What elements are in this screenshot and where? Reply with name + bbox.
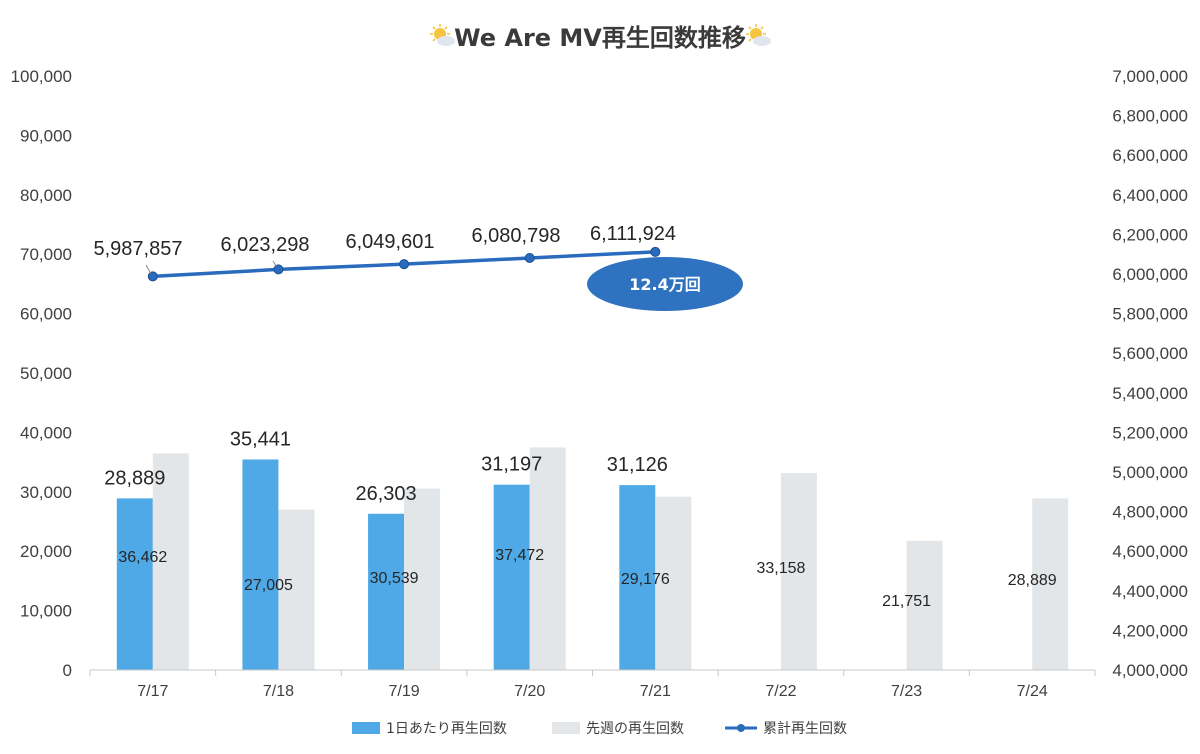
bar-prev-week bbox=[152, 453, 189, 670]
data-label-daily: 31,197 bbox=[481, 454, 542, 476]
data-label-prev-week: 29,176 bbox=[621, 571, 670, 588]
y-left-tick-label: 60,000 bbox=[20, 305, 72, 324]
data-label-prev-week: 33,158 bbox=[756, 560, 805, 577]
data-label-cumulative: 6,023,298 bbox=[221, 234, 310, 256]
data-label-cumulative: 6,111,924 bbox=[590, 223, 676, 245]
data-label-daily: 35,441 bbox=[230, 428, 291, 450]
data-label-daily: 31,126 bbox=[607, 454, 668, 476]
y-left-tick-label: 100,000 bbox=[11, 67, 72, 86]
y-left-tick-label: 50,000 bbox=[20, 364, 72, 383]
bar-daily bbox=[116, 498, 153, 670]
data-label-daily: 26,303 bbox=[355, 483, 416, 505]
legend-label-cumulative: 累計再生回数 bbox=[763, 721, 847, 737]
y-left-tick-label: 90,000 bbox=[20, 126, 72, 145]
annotation-badge-text: 12.4万回 bbox=[629, 275, 700, 294]
y-right-tick-label: 6,000,000 bbox=[1112, 265, 1188, 284]
data-label-cumulative: 5,987,857 bbox=[94, 238, 183, 260]
bar-prev-week bbox=[780, 473, 817, 670]
data-label-prev-week: 37,472 bbox=[495, 547, 544, 564]
x-tick-label: 7/24 bbox=[1017, 683, 1048, 700]
x-tick-label: 7/19 bbox=[388, 683, 419, 700]
bars bbox=[116, 447, 1069, 670]
bar-prev-week bbox=[529, 447, 566, 670]
y-left-tick-label: 30,000 bbox=[20, 483, 72, 502]
x-tick-label: 7/23 bbox=[891, 683, 922, 700]
y-left-tick-label: 0 bbox=[63, 661, 72, 680]
y-left-tick-label: 40,000 bbox=[20, 423, 72, 442]
y-right-tick-label: 5,800,000 bbox=[1112, 305, 1188, 324]
legend-marker-cumulative bbox=[737, 724, 745, 732]
y-left-tick-label: 70,000 bbox=[20, 245, 72, 264]
data-label-daily: 28,889 bbox=[104, 467, 165, 489]
data-label-cumulative: 6,049,601 bbox=[346, 231, 435, 253]
y-axis-right: 4,000,000 4,200,000 4,400,000 4,600,000 4,80… bbox=[1112, 67, 1188, 680]
sun-cloud-icon bbox=[746, 24, 771, 46]
y-right-tick-label: 4,800,000 bbox=[1112, 503, 1188, 522]
bar-daily bbox=[242, 459, 279, 670]
cumulative-point bbox=[273, 264, 284, 275]
chart-title-group: We Are MV再生回数推移 bbox=[430, 24, 771, 52]
bar-prev-week bbox=[1032, 498, 1069, 670]
data-label-prev-week: 36,462 bbox=[118, 549, 167, 566]
y-right-tick-label: 7,000,000 bbox=[1112, 67, 1188, 86]
x-tick-label: 7/17 bbox=[137, 683, 168, 700]
y-right-tick-label: 6,800,000 bbox=[1112, 107, 1188, 126]
sun-cloud-icon bbox=[430, 24, 455, 46]
y-right-tick-label: 4,600,000 bbox=[1112, 542, 1188, 561]
y-right-tick-label: 4,400,000 bbox=[1112, 582, 1188, 601]
data-label-prev-week: 27,005 bbox=[244, 577, 293, 594]
legend: 1日あたり再生回数 先週の再生回数 累計再生回数 bbox=[352, 721, 847, 737]
y-right-tick-label: 6,200,000 bbox=[1112, 225, 1188, 244]
bar-prev-week bbox=[906, 540, 943, 670]
annotation-badge: 12.4万回 bbox=[587, 257, 743, 311]
y-left-tick-label: 20,000 bbox=[20, 542, 72, 561]
data-label-cumulative: 6,080,798 bbox=[472, 225, 561, 247]
cumulative-point bbox=[399, 259, 410, 270]
y-left-tick-label: 10,000 bbox=[20, 602, 72, 621]
legend-label-prev-week: 先週の再生回数 bbox=[586, 721, 684, 737]
leader-line bbox=[145, 264, 152, 274]
y-right-tick-label: 5,200,000 bbox=[1112, 423, 1188, 442]
y-right-tick-label: 4,200,000 bbox=[1112, 621, 1188, 640]
y-right-tick-label: 4,000,000 bbox=[1112, 661, 1188, 680]
y-axis-left: 0 10,000 20,000 30,000 40,000 50,000 60,000 70,… bbox=[11, 67, 72, 680]
data-label-prev-week: 30,539 bbox=[370, 570, 419, 587]
legend-label-daily: 1日あたり再生回数 bbox=[386, 721, 507, 737]
bar-prev-week bbox=[404, 488, 441, 670]
y-right-tick-label: 6,600,000 bbox=[1112, 146, 1188, 165]
y-left-tick-label: 80,000 bbox=[20, 186, 72, 205]
y-right-tick-label: 5,400,000 bbox=[1112, 384, 1188, 403]
bar-prev-week bbox=[278, 509, 315, 670]
legend-swatch-prev-week bbox=[552, 722, 580, 734]
x-tick-label: 7/18 bbox=[263, 683, 294, 700]
cumulative-point bbox=[147, 271, 158, 282]
x-tick-label: 7/21 bbox=[640, 683, 671, 700]
chart-title: We Are MV再生回数推移 bbox=[454, 24, 746, 52]
bar-daily bbox=[619, 485, 656, 670]
leader-line bbox=[272, 260, 277, 267]
cumulative-point bbox=[650, 246, 661, 257]
data-label-prev-week: 21,751 bbox=[882, 593, 931, 610]
y-right-tick-label: 5,600,000 bbox=[1112, 344, 1188, 363]
bar-daily bbox=[368, 513, 405, 670]
y-right-tick-label: 5,000,000 bbox=[1112, 463, 1188, 482]
cumulative-line bbox=[147, 246, 661, 282]
x-tick-label: 7/22 bbox=[765, 683, 796, 700]
data-labels: 36,462 27,005 30,539 37,472 29,176 33,158 21,7… bbox=[94, 223, 1057, 610]
annotation-badge-shape bbox=[587, 257, 743, 311]
x-axis: 7/17 7/18 7/19 7/20 7/21 7/22 7/23 7/24 bbox=[89, 670, 1096, 700]
bar-prev-week bbox=[655, 496, 692, 670]
legend-swatch-daily bbox=[352, 722, 380, 734]
y-right-tick-label: 6,400,000 bbox=[1112, 186, 1188, 205]
bar-daily bbox=[493, 484, 530, 670]
data-label-prev-week: 28,889 bbox=[1008, 572, 1057, 589]
x-tick-label: 7/20 bbox=[514, 683, 545, 700]
cumulative-point bbox=[524, 253, 535, 264]
